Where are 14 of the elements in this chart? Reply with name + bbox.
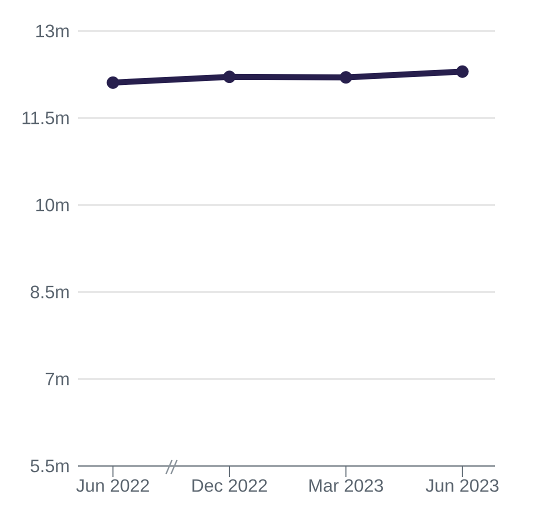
y-tick-label: 7m [46,372,69,386]
x-tick-label: Dec 2022 [192,479,267,492]
y-tick-label: 11.5m [22,112,69,124]
y-tick-label: 8.5m [30,286,69,298]
y-tick-label: 5.5m [30,460,69,472]
x-tick-label: Jun 2022 [76,479,149,492]
point [340,71,352,84]
point [106,76,120,89]
point [223,70,236,84]
x-tick-label: Jun 2023 [426,479,498,492]
point [456,65,469,78]
y-tick-label: 10m [36,198,69,212]
x-tick-label: Mar 2023 [310,479,383,492]
y-tick-label: 13m [36,24,69,38]
